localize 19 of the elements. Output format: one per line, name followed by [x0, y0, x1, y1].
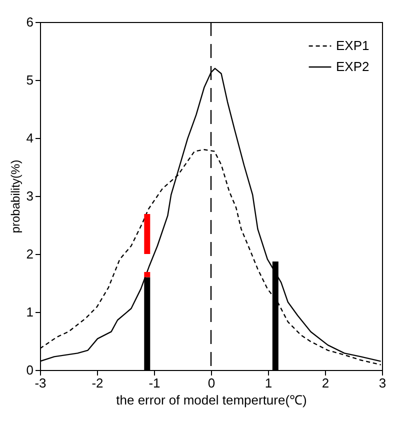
- x-tick-label: 2: [322, 376, 330, 390]
- y-tick-label: 5: [26, 72, 34, 88]
- y-tick-label: 1: [26, 304, 34, 320]
- x-tick-label: -2: [92, 376, 104, 390]
- x-tick-label: -1: [148, 376, 160, 390]
- y-tick-label: 0: [26, 362, 34, 378]
- y-tick-label: 4: [26, 130, 34, 146]
- legend-label: EXP1: [336, 38, 370, 53]
- x-tick-label: 1: [264, 376, 272, 390]
- y-tick-label: 6: [26, 14, 34, 30]
- y-tick-label: 3: [26, 188, 34, 204]
- x-tick-label: -3: [34, 376, 46, 390]
- bar: [144, 272, 150, 278]
- legend-label: EXP2: [336, 59, 370, 74]
- y-tick-label: 2: [26, 246, 34, 262]
- x-tick-label: 3: [378, 376, 386, 390]
- y-axis-title: probability(%): [8, 160, 22, 234]
- x-tick-label: 0: [208, 376, 216, 390]
- x-axis-title: the error of model temperture(℃): [116, 392, 307, 408]
